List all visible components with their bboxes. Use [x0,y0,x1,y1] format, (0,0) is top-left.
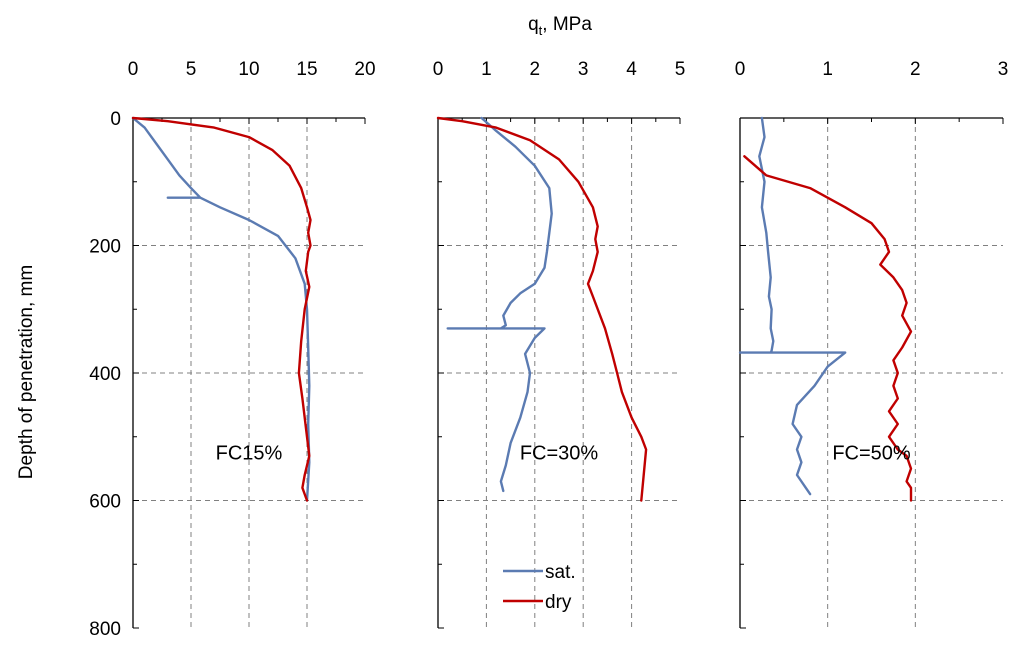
x-tick-label: 20 [354,59,375,80]
series-line-sat [738,116,847,496]
legend-label-dry: dry [545,592,572,613]
panel-label: FC=50% [832,443,911,465]
x-axis-title: qt, MPa [528,14,592,38]
x-tick-label: 1 [481,59,492,80]
series-line-sat [446,116,553,493]
x-axis-title-unit: , MPa [542,14,592,35]
x-tick-label: 2 [910,59,921,80]
panel-2: 0 1 2 3 4 5 FC=30% [433,59,686,629]
series-line-sat [131,116,311,502]
y-tick-label: 800 [89,619,121,640]
x-tick-label: 10 [238,59,259,80]
x-tick-label: 5 [675,59,686,80]
x-tick-label: 2 [530,59,541,80]
series-line-dry [743,155,913,502]
panel-3: 0 1 2 3 FC=50% [735,59,1009,629]
y-axis-title: Depth of penetration, mm [16,265,37,479]
y-tick-label: 0 [110,109,121,130]
x-tick-label: 3 [578,59,589,80]
panel-label: FC=30% [520,443,599,465]
series-line-dry [436,116,648,502]
x-tick-label: 15 [296,59,317,80]
x-tick-label: 1 [822,59,833,80]
y-tick-label: 600 [89,492,121,513]
x-tick-label: 0 [433,59,444,80]
legend: sat. dry [503,562,576,613]
series-line-dry [131,116,312,502]
x-axis-title-main: q [528,14,539,35]
legend-label-sat: sat. [545,562,576,583]
y-tick-label: 400 [89,364,121,385]
x-tick-label: 0 [128,59,139,80]
x-tick-label: 5 [186,59,197,80]
y-tick-label: 200 [89,237,121,258]
x-tick-label: 4 [626,59,637,80]
x-axis-title-subscript: t [539,23,543,38]
panel-label: FC15% [216,443,283,465]
x-tick-label: 3 [998,59,1009,80]
x-tick-label: 0 [735,59,746,80]
